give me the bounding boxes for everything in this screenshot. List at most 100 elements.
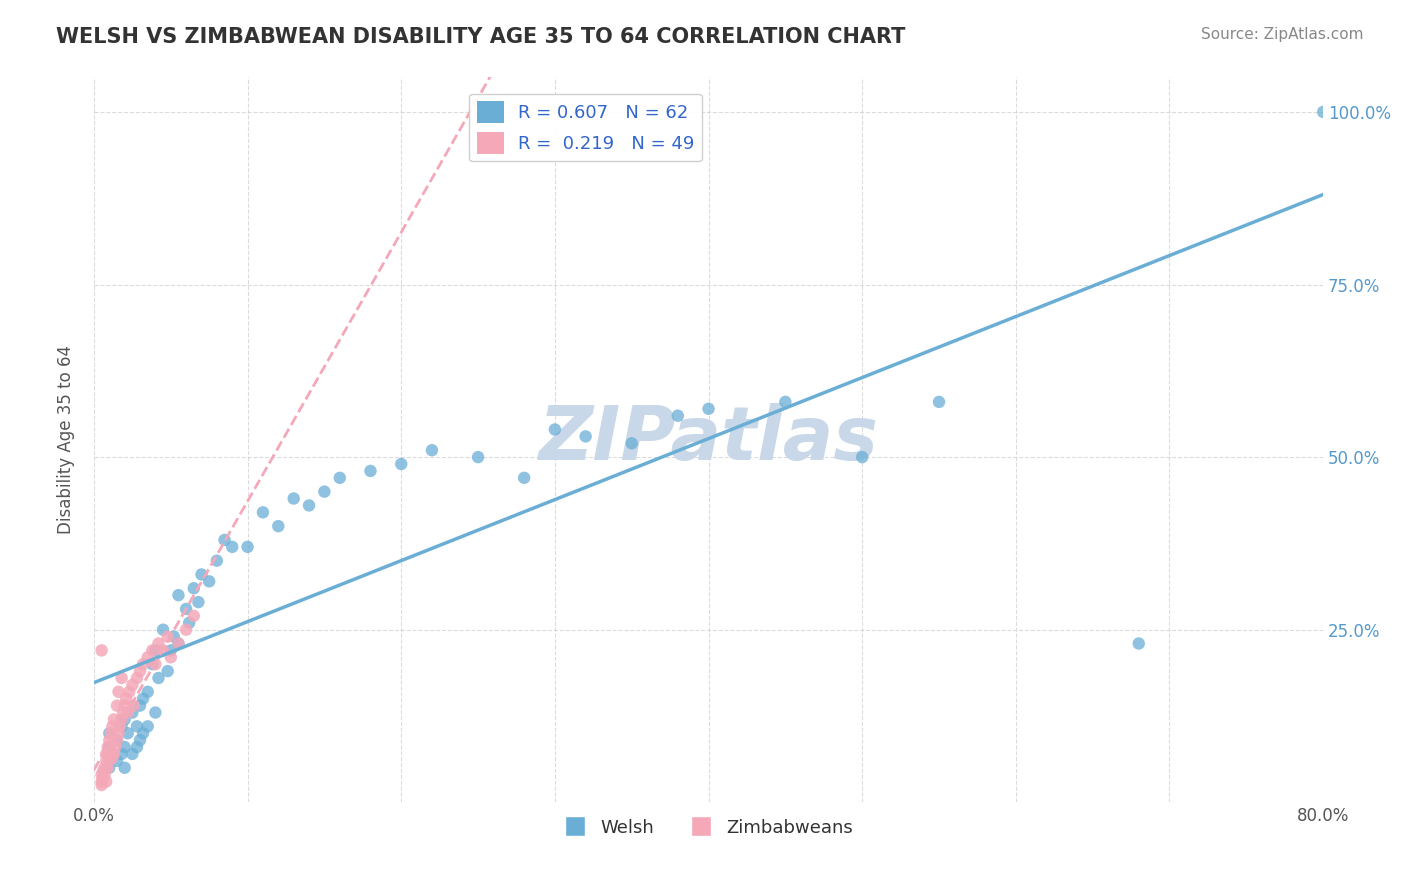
Point	[97, 761, 120, 775]
Point	[152, 623, 174, 637]
Point	[214, 533, 236, 547]
Point	[183, 608, 205, 623]
Point	[90, 774, 112, 789]
Point	[136, 719, 159, 733]
Point	[928, 395, 950, 409]
Point	[90, 643, 112, 657]
Point	[314, 484, 336, 499]
Point	[110, 719, 132, 733]
Point	[851, 450, 873, 464]
Point	[129, 698, 152, 713]
Point	[283, 491, 305, 506]
Point	[697, 401, 720, 416]
Point	[1128, 636, 1150, 650]
Point	[100, 747, 122, 761]
Point	[148, 636, 170, 650]
Point	[467, 450, 489, 464]
Point	[103, 713, 125, 727]
Point	[174, 602, 197, 616]
Point	[221, 540, 243, 554]
Point	[104, 739, 127, 754]
Point	[114, 698, 136, 713]
Point	[117, 726, 139, 740]
Point	[360, 464, 382, 478]
Point	[167, 636, 190, 650]
Point	[666, 409, 689, 423]
Point	[115, 691, 138, 706]
Point	[107, 726, 129, 740]
Point	[101, 750, 124, 764]
Point	[167, 636, 190, 650]
Point	[125, 739, 148, 754]
Legend: Welsh, Zimbabweans: Welsh, Zimbabweans	[557, 812, 860, 844]
Point	[121, 706, 143, 720]
Point	[187, 595, 209, 609]
Point	[389, 457, 412, 471]
Text: Source: ZipAtlas.com: Source: ZipAtlas.com	[1201, 27, 1364, 42]
Point	[100, 726, 122, 740]
Point	[114, 761, 136, 775]
Point	[112, 706, 135, 720]
Point	[136, 685, 159, 699]
Point	[105, 754, 128, 768]
Point	[96, 747, 118, 761]
Point	[125, 671, 148, 685]
Point	[775, 395, 797, 409]
Point	[183, 581, 205, 595]
Point	[1312, 105, 1334, 120]
Point	[121, 678, 143, 692]
Y-axis label: Disability Age 35 to 64: Disability Age 35 to 64	[58, 345, 75, 534]
Point	[110, 671, 132, 685]
Point	[125, 719, 148, 733]
Point	[152, 643, 174, 657]
Point	[105, 733, 128, 747]
Point	[236, 540, 259, 554]
Point	[90, 767, 112, 781]
Point	[108, 719, 131, 733]
Point	[121, 747, 143, 761]
Point	[179, 615, 201, 630]
Point	[205, 554, 228, 568]
Point	[103, 747, 125, 761]
Point	[98, 726, 121, 740]
Point	[105, 733, 128, 747]
Text: ZIPatlas: ZIPatlas	[538, 403, 879, 476]
Point	[136, 650, 159, 665]
Point	[90, 778, 112, 792]
Point	[93, 761, 115, 775]
Point	[110, 747, 132, 761]
Point	[91, 771, 114, 785]
Point	[145, 643, 167, 657]
Point	[98, 754, 121, 768]
Point	[107, 685, 129, 699]
Point	[174, 623, 197, 637]
Point	[122, 698, 145, 713]
Point	[298, 499, 321, 513]
Point	[129, 664, 152, 678]
Point	[114, 713, 136, 727]
Point	[97, 739, 120, 754]
Point	[114, 739, 136, 754]
Point	[159, 643, 181, 657]
Point	[141, 643, 163, 657]
Point	[141, 657, 163, 672]
Point	[420, 443, 443, 458]
Point	[513, 471, 536, 485]
Point	[198, 574, 221, 589]
Point	[132, 691, 155, 706]
Point	[148, 671, 170, 685]
Text: WELSH VS ZIMBABWEAN DISABILITY AGE 35 TO 64 CORRELATION CHART: WELSH VS ZIMBABWEAN DISABILITY AGE 35 TO…	[56, 27, 905, 46]
Point	[132, 657, 155, 672]
Point	[118, 685, 141, 699]
Point	[98, 739, 121, 754]
Point	[190, 567, 212, 582]
Point	[129, 733, 152, 747]
Point	[620, 436, 643, 450]
Point	[110, 713, 132, 727]
Point	[167, 588, 190, 602]
Point	[96, 754, 118, 768]
Point	[101, 719, 124, 733]
Point	[267, 519, 290, 533]
Point	[132, 726, 155, 740]
Point	[91, 764, 114, 779]
